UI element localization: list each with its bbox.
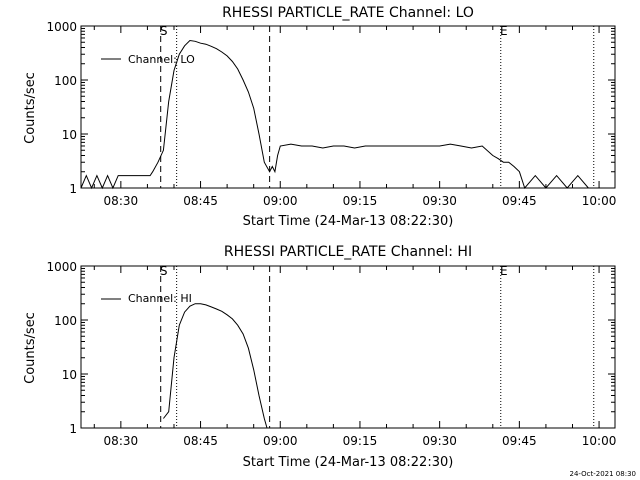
plot-frame — [80, 25, 616, 189]
y-tick-label: 100 — [54, 314, 77, 328]
chart-panel-hi: RHESSI PARTICLE_RATE Channel: HI Start T… — [23, 244, 616, 470]
y-tick-label: 10 — [62, 128, 77, 142]
plot-frame — [80, 265, 616, 429]
x-tick-label: 09:30 — [422, 434, 457, 448]
x-tick-label: 09:45 — [502, 434, 537, 448]
x-tick-label: 10:00 — [582, 434, 617, 448]
chart-title: RHESSI PARTICLE_RATE Channel: LO — [222, 5, 474, 21]
x-tick-label: 09:00 — [263, 194, 298, 208]
x-tick-label: 09:45 — [502, 194, 537, 208]
y-tick-label: 1 — [69, 422, 77, 436]
legend-label: Channel: HI — [128, 292, 192, 305]
marker-label: S — [160, 24, 168, 38]
y-tick-label: 1 — [69, 182, 77, 196]
y-tick-label: 10 — [62, 368, 77, 382]
x-tick-label: 09:30 — [422, 194, 457, 208]
x-tick-label: 09:15 — [343, 434, 378, 448]
x-tick-label: 10:00 — [582, 194, 617, 208]
legend-label: Channel: LO — [128, 53, 195, 66]
y-axis-label: Counts/sec — [23, 312, 38, 384]
x-tick-label: 08:30 — [104, 434, 139, 448]
series-line — [163, 303, 268, 429]
x-tick-label: 08:45 — [183, 434, 218, 448]
y-tick-label: 1000 — [46, 260, 77, 274]
marker-label: S — [160, 264, 168, 278]
marker-label: E — [500, 264, 508, 278]
x-tick-label: 09:15 — [343, 194, 378, 208]
x-axis-label: Start Time (24-Mar-13 08:22:30) — [243, 214, 454, 229]
chart-title: RHESSI PARTICLE_RATE Channel: HI — [224, 244, 472, 260]
footer-timestamp: 24-Oct-2021 08:30 — [570, 470, 636, 478]
y-tick-label: 1000 — [46, 20, 77, 34]
chart-panel-lo: RHESSI PARTICLE_RATE Channel: LO Start T… — [23, 5, 616, 229]
y-axis-label: Counts/sec — [23, 72, 38, 144]
x-tick-label: 08:30 — [104, 194, 139, 208]
x-tick-label: 08:45 — [183, 194, 218, 208]
y-tick-label: 100 — [54, 74, 77, 88]
marker-label: E — [500, 24, 508, 38]
series-line — [80, 39, 589, 190]
x-tick-label: 09:00 — [263, 434, 298, 448]
x-axis-label: Start Time (24-Mar-13 08:22:30) — [243, 455, 454, 470]
